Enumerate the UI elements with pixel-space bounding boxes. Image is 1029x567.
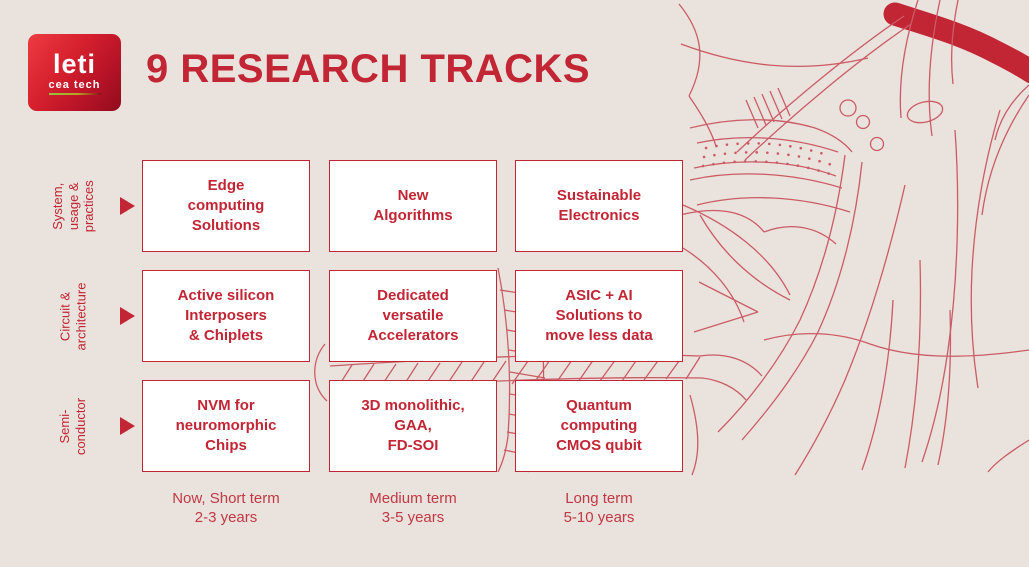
row-label-circuit-architecture: Circuit & architecture [57,282,88,350]
track-cell-nvm-neuromorphic: NVM for neuromorphic Chips [142,380,310,472]
track-cell-new-algorithms: New Algorithms [329,160,497,252]
logo-green-underline [48,92,101,95]
track-cell-interposers-chiplets: Active silicon Interposers & Chiplets [142,270,310,362]
track-cell-sustainable-electronics: Sustainable Electronics [515,160,683,252]
triangle-right-icon [120,197,135,215]
leti-cea-tech-logo: leti cea tech [28,34,121,111]
page-title: 9 RESEARCH TRACKS [146,47,591,91]
track-cell-quantum-computing: Quantum computing CMOS qubit [515,380,683,472]
timeline-short-term: Now, Short term 2-3 years [172,490,280,526]
triangle-right-icon [120,307,135,325]
triangle-right-icon [120,417,135,435]
track-cell-dedicated-accelerators: Dedicated versatile Accelerators [329,270,497,362]
track-cell-3d-monolithic: 3D monolithic, GAA, FD-SOI [329,380,497,472]
timeline-medium-term: Medium term 3-5 years [369,490,457,526]
track-cell-edge-computing: Edge computing Solutions [142,160,310,252]
goggles-band-shape [883,2,1029,84]
logo-subbrand-text: cea tech [48,78,101,91]
logo-brand-text: leti [52,48,96,79]
track-cell-asic-ai-solutions: ASIC + AI Solutions to move less data [515,270,683,362]
row-label-system-usage-practices: System, usage & practices [49,179,96,233]
row-label-semiconductor: Semi- conductor [57,397,89,455]
timeline-long-term: Long term 5-10 years [563,490,635,526]
